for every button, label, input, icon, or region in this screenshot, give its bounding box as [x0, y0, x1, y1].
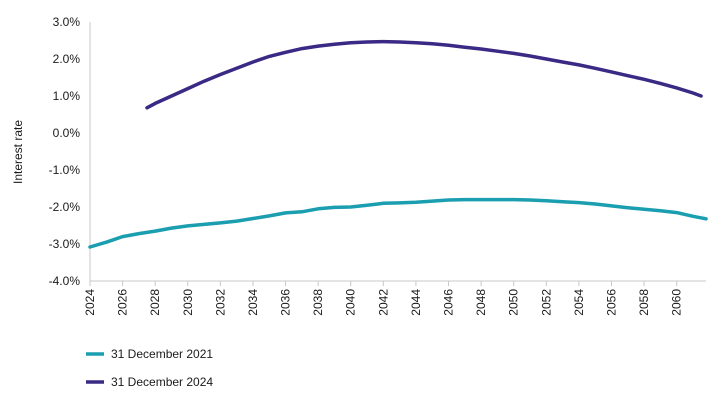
series-line-1 — [88, 197, 708, 249]
legend-label: 31 December 2024 — [111, 375, 213, 389]
x-tick-label: 2044 — [409, 289, 423, 316]
y-tick-label: 1.0% — [53, 89, 81, 103]
x-tick-label: 2036 — [279, 289, 293, 316]
x-tick-label: 2034 — [246, 289, 260, 316]
y-tick-label: 3.0% — [53, 15, 81, 29]
x-tick-label: 2038 — [311, 289, 325, 316]
x-tick-label: 2032 — [213, 289, 227, 316]
x-tick-label: 2054 — [572, 289, 586, 316]
x-tick-label: 2024 — [83, 289, 97, 316]
x-tick-label: 2058 — [637, 289, 651, 316]
x-tick-label: 2050 — [507, 289, 521, 316]
x-tick-label: 2026 — [116, 289, 130, 316]
x-tick-label: 2030 — [181, 289, 195, 316]
x-tick-label: 2042 — [376, 289, 390, 316]
y-tick-label: -1.0% — [49, 163, 81, 177]
x-tick-label: 2052 — [539, 289, 553, 316]
series-line-2 — [145, 39, 703, 110]
y-axis-label: Interest rate — [11, 120, 25, 184]
x-tick-label: 2060 — [670, 289, 684, 316]
y-tick-label: 0.0% — [53, 126, 81, 140]
y-tick-label: 2.0% — [53, 52, 81, 66]
x-tick-label: 2048 — [474, 289, 488, 316]
x-tick-label: 2046 — [442, 289, 456, 316]
y-tick-label: -2.0% — [49, 200, 81, 214]
x-tick-labels: 2024 2026 2028 2030 2032 2034 2036 2038 2040 2042… — [83, 281, 684, 316]
series-lines — [88, 39, 708, 249]
legend: 31 December 2021 31 December 2024 — [86, 347, 213, 389]
y-tick-label: -4.0% — [49, 274, 81, 288]
x-tick-label: 2028 — [148, 289, 162, 316]
x-tick-label: 2040 — [344, 289, 358, 316]
y-tick-label: -3.0% — [49, 237, 81, 251]
legend-label: 31 December 2021 — [111, 347, 213, 361]
x-tick-label: 2056 — [604, 289, 618, 316]
y-tick-labels: 3.0% 2.0% 1.0% 0.0% -1.0% -2.0% -3.0% -4.0% — [49, 15, 81, 288]
